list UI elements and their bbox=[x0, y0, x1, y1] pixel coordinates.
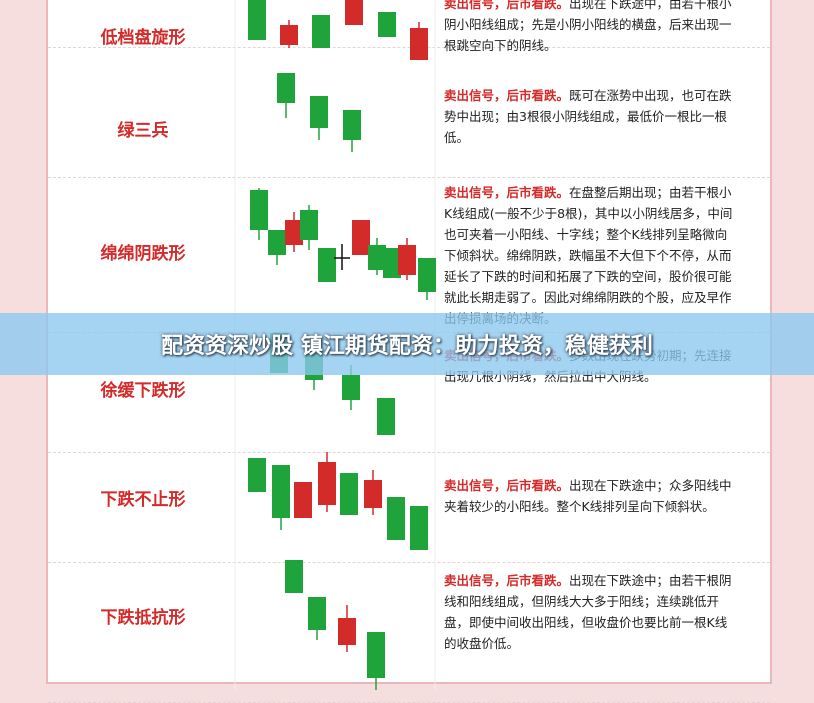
candle-body bbox=[338, 618, 356, 645]
description: 出现在下跌途中；由若干根阴线和阳线组成，但阴线大大多于阳线；连续跳低开盘，即使中… bbox=[444, 573, 732, 651]
pattern-desc: 卖出信号，后市看跌。既可在涨势中出现，也可在跌势中出现；由3根很小阴线组成，最低… bbox=[444, 85, 734, 148]
candle-body bbox=[285, 220, 303, 245]
pattern-row: 绵绵阴跌形 卖出信号，后市看跌。在盘整后期出现；由若干根小K线组成(一般不少于8根… bbox=[48, 177, 770, 333]
candle-body bbox=[280, 25, 298, 45]
signal: 卖出信号，后市看跌。 bbox=[444, 185, 570, 200]
candle-body bbox=[352, 220, 370, 255]
candle-body bbox=[387, 497, 405, 540]
candle-body bbox=[367, 632, 385, 678]
candle-body bbox=[342, 375, 360, 400]
candle-body bbox=[364, 480, 382, 508]
candle-body bbox=[248, 458, 266, 492]
pattern-desc: 卖出信号，后市看跌。在盘整后期出现；由若干根小K线组成(一般不少于8根)，其中以… bbox=[444, 182, 734, 329]
signal: 卖出信号，后市看跌。 bbox=[444, 478, 570, 493]
candle-body bbox=[268, 230, 286, 255]
signal: 卖出信号，后市看跌。 bbox=[444, 88, 570, 103]
candle-body bbox=[418, 258, 436, 292]
signal: 卖出信号，后市看跌。 bbox=[444, 573, 570, 588]
candle-body bbox=[318, 462, 336, 505]
description: 既可在涨势中出现，也可在跌势中出现；由3根很小阴线组成，最低价一根比一根低。 bbox=[444, 88, 732, 145]
candle-body bbox=[377, 398, 395, 435]
candle-body bbox=[310, 96, 328, 128]
candle-body bbox=[410, 28, 428, 60]
candle-body bbox=[300, 210, 318, 240]
pattern-name: 徐缓下跌形 bbox=[100, 381, 186, 401]
candle-body bbox=[345, 0, 363, 25]
banner: 配资资深炒股 镇江期货配资：助力投资，稳健获利 bbox=[0, 313, 814, 375]
pattern-name: 下跌不止形 bbox=[100, 490, 186, 510]
description: 出现在下跌途中；众多阳线中夹着较少的小阳线。整个K线排列呈向下倾斜状。 bbox=[444, 478, 732, 514]
candle-body bbox=[343, 110, 361, 140]
candle-body bbox=[308, 597, 326, 630]
pattern-desc: 卖出信号，后市看跌。出现在下跌途中，由若干根小阴小阳线组成；先是小阴小阳线的横盘… bbox=[444, 0, 734, 56]
pattern-name: 绵绵阴跌形 bbox=[100, 244, 186, 264]
banner-title: 配资资深炒股 镇江期货配资：助力投资，稳健获利 bbox=[161, 334, 653, 359]
pattern-row: 低档盘旋形 卖出信号，后市看跌。出现在下跌途中，由若干根小阴小阳线组成；先是小阴小… bbox=[48, 0, 770, 53]
candle-body bbox=[312, 15, 330, 48]
candle-body bbox=[378, 12, 396, 37]
candle-body bbox=[383, 248, 401, 278]
candle-body bbox=[318, 248, 336, 282]
description: 出现在下跌途中，由若干根小阴小阳线组成；先是小阴小阳线的横盘，后来出现一根跳空向… bbox=[444, 0, 732, 53]
candle-body bbox=[340, 473, 358, 515]
pattern-name: 绿三兵 bbox=[117, 121, 169, 141]
pattern-row: 下跌不止形 卖出信号，后市看跌。出现在下跌途中；众多阳线中夹着较少的小阳线。整个K… bbox=[48, 452, 770, 563]
candle-body bbox=[250, 190, 268, 230]
pattern-desc: 卖出信号，后市看跌。出现在下跌途中；众多阳线中夹着较少的小阳线。整个K线排列呈向… bbox=[444, 475, 734, 517]
candle-body bbox=[410, 506, 428, 550]
signal: 卖出信号，后市看跌。 bbox=[444, 0, 570, 11]
candle-body bbox=[272, 465, 290, 518]
pattern-name: 低档盘旋形 bbox=[100, 28, 186, 48]
candle-body bbox=[398, 245, 416, 275]
pattern-name: 下跌抵抗形 bbox=[100, 608, 186, 628]
candle-body bbox=[248, 0, 266, 40]
pattern-desc: 卖出信号，后市看跌。出现在下跌途中；由若干根阴线和阳线组成，但阴线大大多于阳线；… bbox=[444, 570, 734, 654]
candle-body bbox=[294, 482, 312, 518]
candle-body bbox=[277, 73, 295, 103]
pattern-row: 绿三兵 卖出信号，后市看跌。既可在涨势中出现，也可在跌势中出现；由3根很小阴线组成… bbox=[48, 77, 770, 178]
description: 在盘整后期出现；由若干根小K线组成(一般不少于8根)，其中以小阴线居多，中间也可… bbox=[444, 185, 733, 326]
candle-body bbox=[285, 560, 303, 593]
candle-body bbox=[368, 245, 386, 270]
